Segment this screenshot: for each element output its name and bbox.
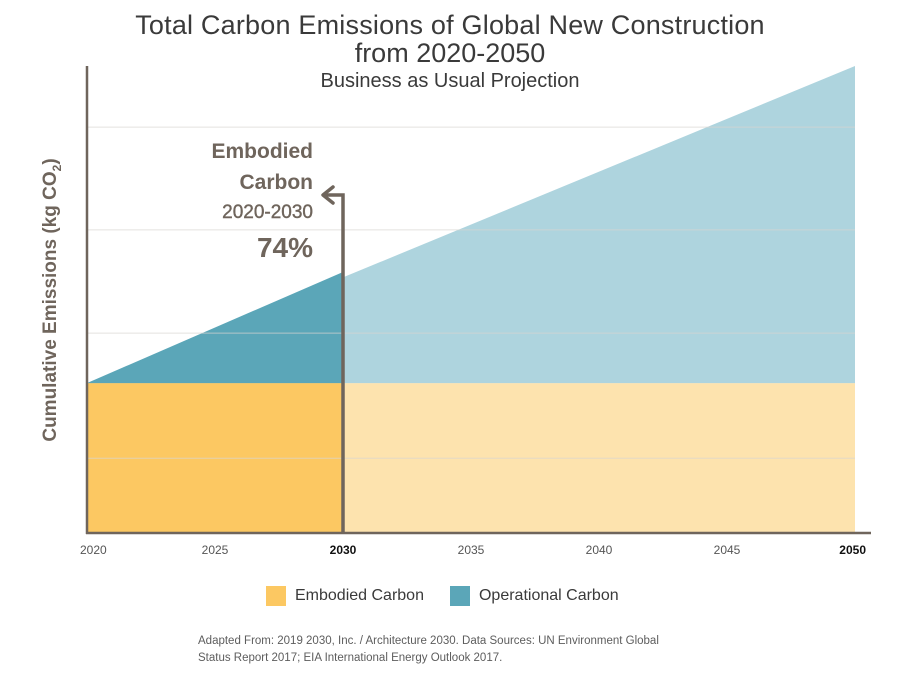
x-tick-label: 2020 — [80, 543, 107, 557]
annotation-line-1: Embodied — [211, 140, 313, 163]
legend-swatch-embodied — [266, 586, 286, 606]
y-axis-label-text: Cumulative Emissions (kg CO — [40, 171, 62, 442]
legend-item-embodied: Embodied Carbon — [266, 586, 424, 606]
arrow-head-icon — [321, 185, 335, 205]
chart-legend: Embodied Carbon Operational Carbon — [266, 586, 645, 606]
source-note: Adapted From: 2019 2030, Inc. / Architec… — [198, 633, 758, 667]
legend-label-operational: Operational Carbon — [478, 587, 619, 604]
source-note-line-1: Adapted From: 2019 2030, Inc. / Architec… — [198, 635, 659, 647]
y-axis-label-close: ) — [40, 158, 62, 165]
legend-swatch-operational — [449, 586, 470, 606]
x-tick-label: 2035 — [458, 543, 485, 557]
source-note-line-2: Status Report 2017; EIA International En… — [198, 652, 503, 664]
y-axis-label-subscript: 2 — [49, 164, 64, 172]
annotation-line-2: Carbon — [239, 171, 314, 194]
legend-item-operational: Operational Carbon — [449, 586, 619, 606]
chart-title-line2: from 2020-2050 — [354, 38, 546, 68]
x-tick-label: 2040 — [586, 543, 613, 557]
chart-subtitle: Business as Usual Projection — [320, 70, 580, 92]
operational-area-highlight — [87, 271, 343, 384]
x-tick-label: 2050 — [839, 543, 866, 557]
annotation-value: 74% — [256, 232, 313, 263]
operational-area-faded — [87, 66, 855, 384]
y-axis-label: Cumulative Emissions (kg CO2) — [40, 158, 64, 441]
x-tick-label: 2030 — [330, 543, 357, 557]
divider-arrow-line — [325, 193, 345, 533]
legend-label-embodied: Embodied Carbon — [295, 587, 424, 604]
chart-title: Total Carbon Emissions of Global New Con… — [135, 10, 765, 40]
x-tick-label: 2025 — [202, 543, 229, 557]
x-tick-label: 2045 — [714, 543, 741, 557]
annotation-line-3: 2020-2030 — [222, 202, 313, 223]
